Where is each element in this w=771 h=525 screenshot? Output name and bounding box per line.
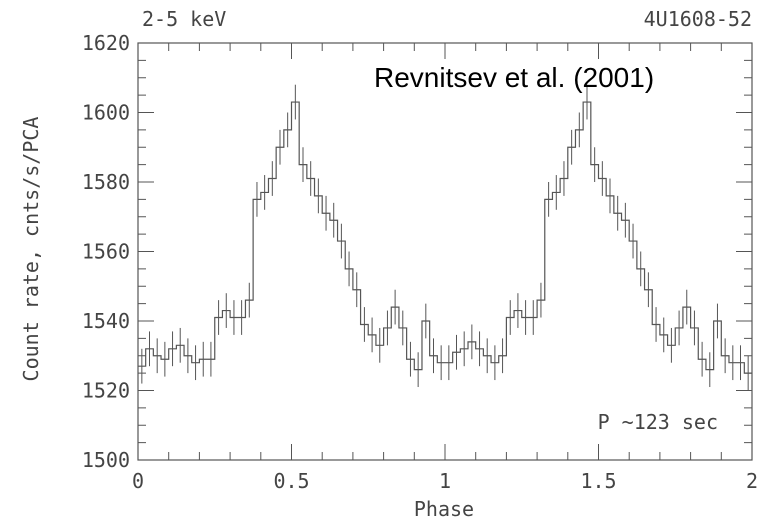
- y-axis-ticks: [138, 42, 752, 461]
- x-tick-label: 1.5: [580, 469, 616, 493]
- light-curve-series-0: [138, 101, 752, 374]
- source-name-label: 4U1608-52: [644, 7, 752, 31]
- x-tick-label: 0: [132, 469, 144, 493]
- y-tick-label: 1500: [82, 448, 130, 472]
- series-layer: [138, 101, 752, 374]
- x-axis-ticks: [137, 43, 753, 460]
- x-tick-label: 2: [746, 469, 758, 493]
- y-tick-label: 1520: [82, 379, 130, 403]
- y-tick-label: 1540: [82, 309, 130, 333]
- x-axis-label: Phase: [414, 497, 474, 521]
- x-tick-label: 1: [439, 469, 451, 493]
- x-axis-tick-labels: 0 0.5 1 1.5 2: [132, 469, 758, 493]
- y-tick-label: 1600: [82, 101, 130, 125]
- x-tick-label: 0.5: [273, 469, 309, 493]
- plot-frame: [137, 42, 753, 461]
- y-tick-label: 1580: [82, 170, 130, 194]
- period-annotation: P ~123 sec: [598, 410, 718, 434]
- y-tick-label: 1560: [82, 240, 130, 264]
- errorbar-layer: [141, 84, 749, 391]
- y-axis-label: Count rate, cnts/s/PCA: [19, 117, 43, 382]
- energy-band-label: 2-5 keV: [142, 7, 226, 31]
- plot-border: [137, 42, 753, 461]
- citation-label: Revnitsev et al. (2001): [374, 62, 654, 93]
- y-axis-tick-labels: 1500 1520 1540 1560 1580 1600 1620: [82, 31, 130, 472]
- y-tick-label: 1620: [82, 31, 130, 55]
